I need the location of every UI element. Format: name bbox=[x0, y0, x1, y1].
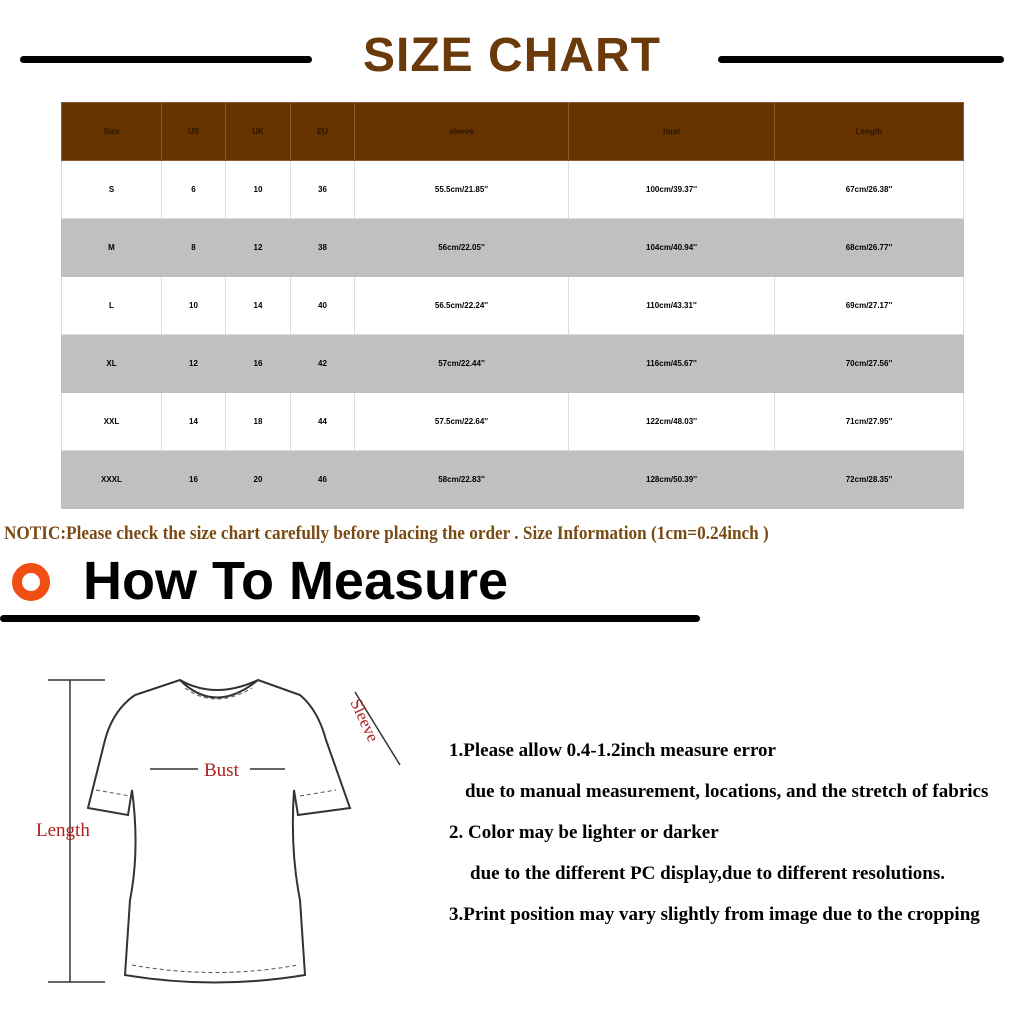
column-header: sleeve bbox=[354, 102, 569, 161]
column-header: Length bbox=[774, 102, 964, 161]
table-cell: 69cm/27.17'' bbox=[774, 276, 964, 335]
title-rule-right bbox=[718, 56, 1004, 63]
size-table: Size US UK EU sleeve bust Length S 6 10 36 55.5cm/… bbox=[61, 102, 964, 509]
table-row: XXXL 16 20 46 58cm/22.83'' 128cm/50.39'' 72cm/… bbox=[61, 450, 964, 509]
table-cell: 68cm/26.77'' bbox=[774, 218, 964, 277]
table-cell: 14 bbox=[225, 276, 291, 335]
table-cell: 70cm/27.56'' bbox=[774, 334, 964, 393]
table-cell: 10 bbox=[161, 276, 226, 335]
table-cell: S bbox=[61, 160, 162, 219]
table-cell: 46 bbox=[290, 450, 355, 509]
column-header: bust bbox=[568, 102, 775, 161]
table-cell: 122cm/48.03'' bbox=[568, 392, 775, 451]
table-cell: 6 bbox=[161, 160, 226, 219]
table-cell: 44 bbox=[290, 392, 355, 451]
tshirt-outline bbox=[86, 678, 352, 984]
table-cell: 58cm/22.83'' bbox=[354, 450, 569, 509]
table-cell: 14 bbox=[161, 392, 226, 451]
table-cell: XXXL bbox=[61, 450, 162, 509]
table-cell: 56.5cm/22.24'' bbox=[354, 276, 569, 335]
table-row: M 8 12 38 56cm/22.05'' 104cm/40.94'' 68cm/26.7… bbox=[61, 218, 964, 277]
table-cell: L bbox=[61, 276, 162, 335]
table-cell: 12 bbox=[225, 218, 291, 277]
length-label: Length bbox=[36, 820, 90, 841]
table-row: XXL 14 18 44 57.5cm/22.64'' 122cm/48.03'' 71cm… bbox=[61, 392, 964, 451]
note-1-detail: due to manual measurement, locations, an… bbox=[465, 781, 989, 802]
table-cell: 100cm/39.37'' bbox=[568, 160, 775, 219]
table-cell: 67cm/26.38'' bbox=[774, 160, 964, 219]
table-cell: 40 bbox=[290, 276, 355, 335]
table-cell: 55.5cm/21.85'' bbox=[354, 160, 569, 219]
table-cell: 36 bbox=[290, 160, 355, 219]
table-row: XL 12 16 42 57cm/22.44'' 116cm/45.67'' 70cm/27… bbox=[61, 334, 964, 393]
title-rule-left bbox=[20, 56, 312, 63]
ring-bullet-icon bbox=[12, 563, 50, 601]
sleeve-label: Sleeve bbox=[346, 696, 382, 745]
table-cell: 72cm/28.35'' bbox=[774, 450, 964, 509]
table-cell: 56cm/22.05'' bbox=[354, 218, 569, 277]
column-header: UK bbox=[225, 102, 291, 161]
table-header: Size US UK EU sleeve bust Length bbox=[61, 102, 964, 161]
tshirt-diagram: Length Bust Sleeve bbox=[36, 678, 401, 984]
bust-label: Bust bbox=[204, 760, 240, 781]
note-2-detail: due to the different PC display,due to d… bbox=[470, 863, 946, 884]
table-cell: 128cm/50.39'' bbox=[568, 450, 775, 509]
table-cell: M bbox=[61, 218, 162, 277]
column-header: US bbox=[161, 102, 226, 161]
table-cell: 8 bbox=[161, 218, 226, 277]
table-cell: 116cm/45.67'' bbox=[568, 334, 775, 393]
column-header: EU bbox=[290, 102, 355, 161]
table-cell: 57cm/22.44'' bbox=[354, 334, 569, 393]
table-cell: 16 bbox=[225, 334, 291, 393]
table-cell: 57.5cm/22.64'' bbox=[354, 392, 569, 451]
page-title: SIZE CHART bbox=[363, 29, 661, 82]
note-3: 3.Print position may vary slightly from … bbox=[449, 904, 980, 925]
table-cell: 42 bbox=[290, 334, 355, 393]
table-row: L 10 14 40 56.5cm/22.24'' 110cm/43.31'' 69cm/2… bbox=[61, 276, 964, 335]
note-2: 2. Color may be lighter or darker bbox=[449, 822, 719, 843]
table-cell: 110cm/43.31'' bbox=[568, 276, 775, 335]
column-header: Size bbox=[61, 102, 162, 161]
table-cell: XXL bbox=[61, 392, 162, 451]
table-cell: 12 bbox=[161, 334, 226, 393]
table-cell: 38 bbox=[290, 218, 355, 277]
table-cell: 20 bbox=[225, 450, 291, 509]
table-cell: 18 bbox=[225, 392, 291, 451]
table-cell: 16 bbox=[161, 450, 226, 509]
table-cell: 104cm/40.94'' bbox=[568, 218, 775, 277]
table-cell: XL bbox=[61, 334, 162, 393]
note-1: 1.Please allow 0.4-1.2inch measure error bbox=[449, 740, 776, 761]
table-row: S 6 10 36 55.5cm/21.85'' 100cm/39.37'' 67cm/26… bbox=[61, 160, 964, 219]
notice-text: NOTIC:Please check the size chart carefu… bbox=[4, 524, 769, 544]
table-cell: 10 bbox=[225, 160, 291, 219]
section-heading: How To Measure bbox=[83, 551, 509, 611]
section-rule bbox=[0, 615, 700, 622]
table-cell: 71cm/27.95'' bbox=[774, 392, 964, 451]
